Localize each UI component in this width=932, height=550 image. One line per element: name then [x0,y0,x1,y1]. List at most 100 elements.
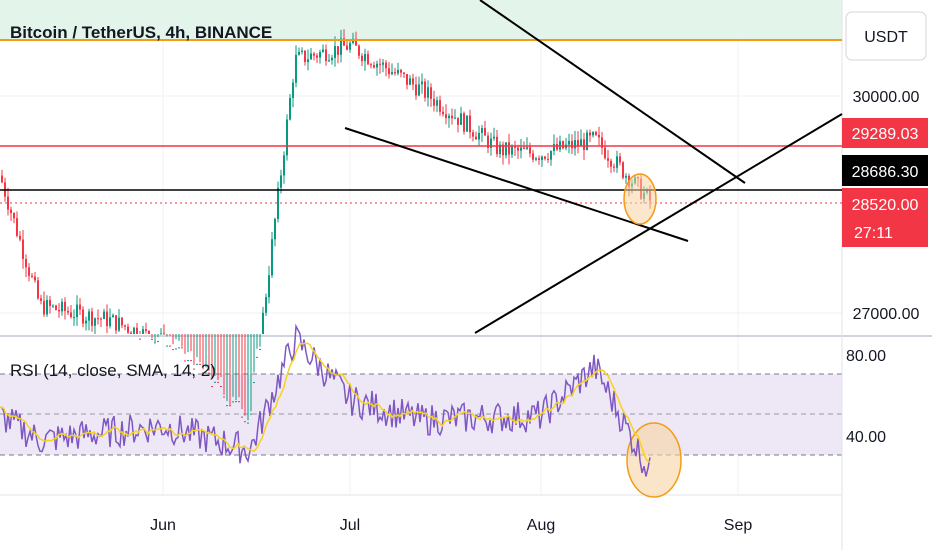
candle-body [205,372,207,374]
candle-body [601,137,603,148]
candle-body [52,305,54,307]
candle-body [217,381,219,383]
candle-body [256,356,258,358]
black-level-value: 28686.30 [852,164,919,181]
candle-body [193,368,195,370]
candle-body [265,297,267,313]
candle-body [199,363,201,365]
candle-body [28,267,30,276]
candle-body [529,147,531,154]
candle-body [91,311,93,326]
candle-body [394,72,396,74]
candle-body [580,139,582,146]
candle-body [625,175,627,178]
candle-body [136,327,138,334]
candle-body [598,134,600,138]
candle-body [274,218,276,240]
candle-body [220,386,222,388]
candle-body [73,317,75,319]
candle-body [322,49,324,52]
candle-body [145,329,147,331]
candle-body [385,62,387,69]
candle-body [430,87,432,99]
candle-body [49,299,51,306]
candle-body [577,140,579,146]
candle-body [82,309,84,324]
candle-body [556,143,558,150]
candle-body [202,372,204,374]
candle-body [391,72,393,75]
candle-body [127,326,129,333]
candle-body [211,386,213,388]
candle-body [280,175,282,188]
candle-body [481,127,483,133]
candle-body [511,146,513,155]
price-highlight-circle[interactable] [623,173,657,225]
candle-body [10,209,12,214]
candle-body [331,57,333,61]
lower-trendline[interactable] [344,127,689,242]
candle-body [94,318,96,326]
candle-body [232,401,234,403]
rising-trendline[interactable] [474,113,843,334]
candle-body [307,59,309,63]
candle-body [346,45,348,50]
candle-body [544,156,546,159]
upper-trendline[interactable] [479,0,746,184]
candle-body [184,360,186,362]
candle-body [262,312,264,334]
candle-body [541,156,543,160]
candle-body [325,49,327,62]
candle-body [97,318,99,320]
candle-body [166,345,168,347]
candle-body [472,132,474,137]
candle-body [1,175,3,183]
candle-body [388,68,390,75]
candle-body [142,329,144,334]
candle-body [418,84,420,96]
candle-body [16,218,18,236]
candle-body [133,327,135,334]
candle-body [43,300,45,315]
candle-body [568,140,570,145]
candle-body [514,146,516,148]
candle-body [571,140,573,149]
bar-countdown: 27:11 [854,225,893,242]
candle-body [163,333,165,335]
candle-body [259,348,261,350]
candle-body [187,360,189,362]
candle-body [460,113,462,125]
candle-body [433,98,435,106]
candle-body [7,196,9,210]
candle-body [343,38,345,46]
candle-body [238,401,240,403]
candle-body [340,38,342,55]
currency-button[interactable] [845,11,927,61]
candle-body [607,158,609,161]
candle-body [58,310,60,312]
red-level-badge [842,118,928,148]
candle-body [304,50,306,63]
time-tick-sep: Sep [724,517,753,534]
candle-body [424,81,426,98]
candle-body [190,360,192,362]
candle-body [31,275,33,277]
candle-body [79,304,81,310]
candle-body [535,158,537,160]
candle-body [334,46,336,58]
candle-body [229,405,231,407]
candle-body [196,363,198,365]
rsi-line [0,323,651,477]
candle-body [148,330,150,334]
candle-body [574,140,576,149]
candle-body [301,50,303,52]
candle-body [487,135,489,148]
candle-body [526,147,528,149]
candle-body [523,147,525,149]
candle-body [244,421,246,423]
candle-body [505,142,507,156]
candle-body [172,349,174,351]
candle-body [208,372,210,374]
candle-body [583,139,585,150]
